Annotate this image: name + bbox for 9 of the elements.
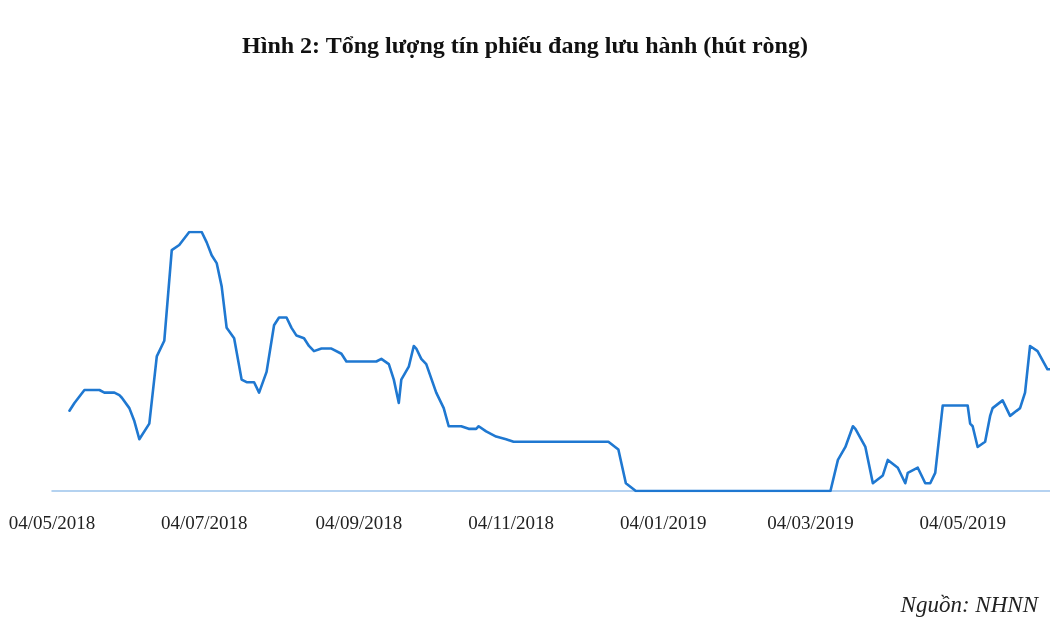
text: Nguồn: NHNN <box>899 592 1040 617</box>
x-tick-label: 04/01/2019 <box>619 512 707 533</box>
x-tick-label: 04/05/2018 <box>8 512 96 533</box>
x-tick-label: 04/07/2018 <box>160 512 248 533</box>
chart-title: Hình 2: Tổng lượng tín phiếu đang lưu hành (hút ròng) <box>242 32 808 58</box>
x-tick-label: 04/03/2019 <box>767 512 854 533</box>
x-tick-label: 04/05/2019 <box>919 512 1006 533</box>
x-tick-label: 04/09/2018 <box>315 512 403 533</box>
x-tick-label: 04/11/2018 <box>468 512 555 533</box>
